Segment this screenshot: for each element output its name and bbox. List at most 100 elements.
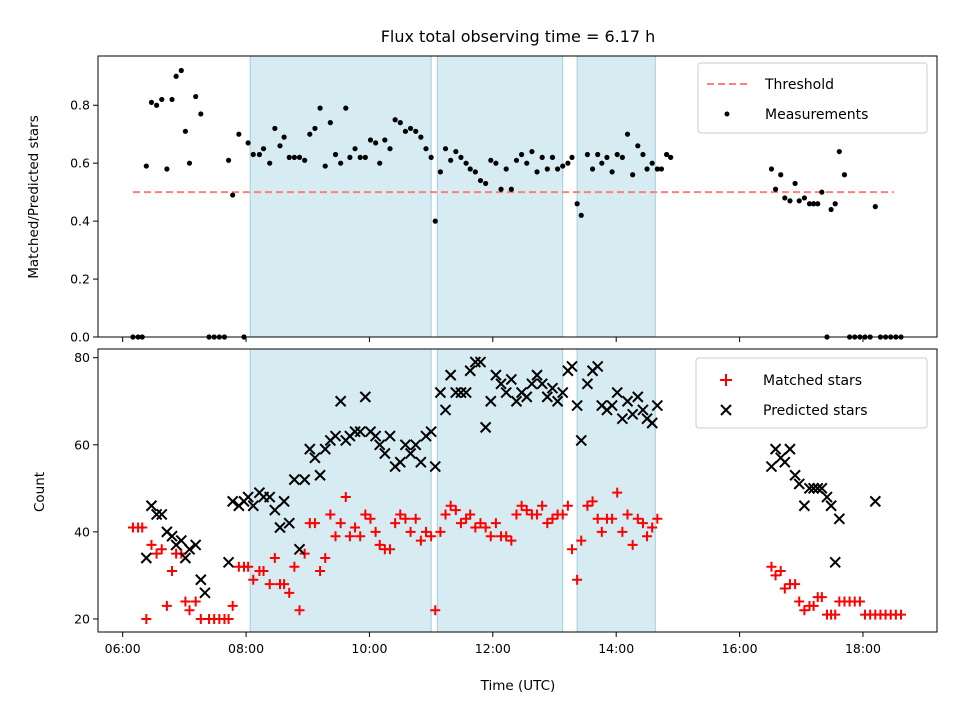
matched-star-point — [475, 518, 486, 529]
measurement-point — [640, 151, 646, 158]
x-tick-label: 16:00 — [722, 641, 758, 656]
matched-star-point — [440, 509, 451, 520]
measurement-point — [472, 169, 478, 175]
predicted-star-point — [546, 382, 559, 394]
matched-star-point — [516, 500, 527, 511]
matched-star-point — [779, 583, 790, 594]
x-tick-label: 10:00 — [351, 641, 387, 656]
measurement-point — [377, 160, 383, 166]
matched-star-point — [501, 531, 512, 542]
matched-star-point — [395, 509, 406, 520]
measurement-point — [867, 334, 873, 340]
measurement-point — [221, 334, 228, 340]
predicted-star-point — [384, 430, 396, 442]
matched-star-point — [430, 605, 441, 616]
matched-star-point — [190, 596, 201, 607]
x-axis-label: Time (UTC) — [480, 678, 556, 694]
matched-star-point — [340, 492, 351, 503]
measurement-point — [256, 151, 263, 158]
measurement-point — [649, 160, 655, 166]
measurement-point — [549, 154, 556, 160]
matched-star-point — [521, 505, 532, 516]
legend-measurements-label: Measurements — [765, 107, 868, 123]
predicted-star-point — [526, 378, 538, 390]
predicted-star-point — [369, 430, 382, 442]
predicted-star-point — [789, 469, 801, 481]
measurement-point — [493, 160, 499, 166]
predicted-star-point — [505, 373, 518, 386]
measurement-point — [614, 151, 620, 158]
measurement-point — [801, 195, 807, 201]
legend-matched-swatch — [720, 374, 732, 386]
bottom-y-tick-label: 60 — [74, 437, 90, 452]
predicted-star-point — [179, 552, 192, 564]
predicted-star-point — [784, 443, 796, 455]
measurement-point — [148, 99, 155, 105]
measurement-point — [198, 111, 204, 117]
predicted-star-point — [812, 482, 824, 495]
matched-star-point — [320, 552, 331, 563]
measurement-point — [216, 334, 222, 340]
matched-star-point — [576, 535, 587, 546]
measurement-point — [778, 172, 784, 178]
measurement-point — [367, 137, 374, 143]
predicted-star-point — [374, 439, 386, 451]
predicted-star-point — [571, 399, 583, 412]
predicted-star-point — [469, 356, 482, 368]
matched-star-point — [506, 535, 517, 546]
measurement-point — [322, 163, 328, 169]
measurement-point — [477, 177, 484, 184]
matched-star-point — [400, 513, 411, 524]
predicted-star-point — [557, 386, 569, 399]
matched-star-point — [790, 579, 801, 590]
measurement-point — [317, 105, 323, 111]
measurement-point — [589, 166, 596, 172]
measurement-point — [211, 334, 217, 340]
measurement-point — [139, 334, 145, 340]
measurement-point — [565, 160, 571, 166]
predicted-star-point — [551, 395, 564, 407]
predicted-star-point — [298, 473, 311, 486]
matched-star-point — [415, 535, 426, 546]
measurement-point — [569, 154, 575, 160]
measurement-point — [828, 206, 834, 213]
measurement-point — [877, 334, 884, 340]
measurement-point — [852, 334, 858, 340]
measurement-point — [272, 125, 278, 132]
measurement-point — [230, 192, 236, 198]
measurement-point — [442, 146, 449, 152]
measurement-point — [362, 154, 368, 160]
predicted-star-point — [833, 513, 846, 525]
measurement-point — [663, 151, 670, 158]
predicted-star-point — [495, 378, 507, 390]
top-y-tick-label: 0.8 — [70, 98, 90, 113]
measurement-point — [847, 334, 853, 340]
measurement-point — [418, 134, 424, 140]
measurement-point — [225, 157, 232, 163]
measurement-point — [824, 334, 830, 340]
measurement-point — [423, 146, 429, 152]
matched-star-point — [794, 596, 805, 607]
predicted-star-point — [288, 473, 301, 486]
measurement-point — [448, 157, 454, 163]
top-plot-frame — [97, 55, 938, 338]
measurement-point — [402, 128, 409, 134]
bottom-panel: 20 40 60 80 06:00 08:00 10:00 12:00 14:00 16:00 1… — [32, 348, 938, 694]
measurement-point — [668, 154, 674, 160]
legend-predicted-swatch — [720, 404, 732, 416]
top-shaded-interval — [436, 55, 564, 338]
measurement-point — [241, 334, 247, 340]
measurement-point — [658, 166, 665, 172]
predicted-star-point — [485, 395, 497, 407]
predicted-star-point — [490, 369, 502, 381]
top-y-tick-label: 0.4 — [70, 214, 90, 229]
measurement-point — [578, 212, 584, 218]
measurement-point — [888, 334, 894, 340]
measurement-point — [635, 143, 641, 149]
measurement-point — [768, 166, 775, 172]
matched-star-point — [470, 522, 481, 533]
matched-star-point — [264, 579, 275, 590]
matched-star-point — [269, 552, 280, 563]
measurement-point — [169, 96, 175, 103]
bottom-y-tick-label: 40 — [74, 524, 90, 539]
